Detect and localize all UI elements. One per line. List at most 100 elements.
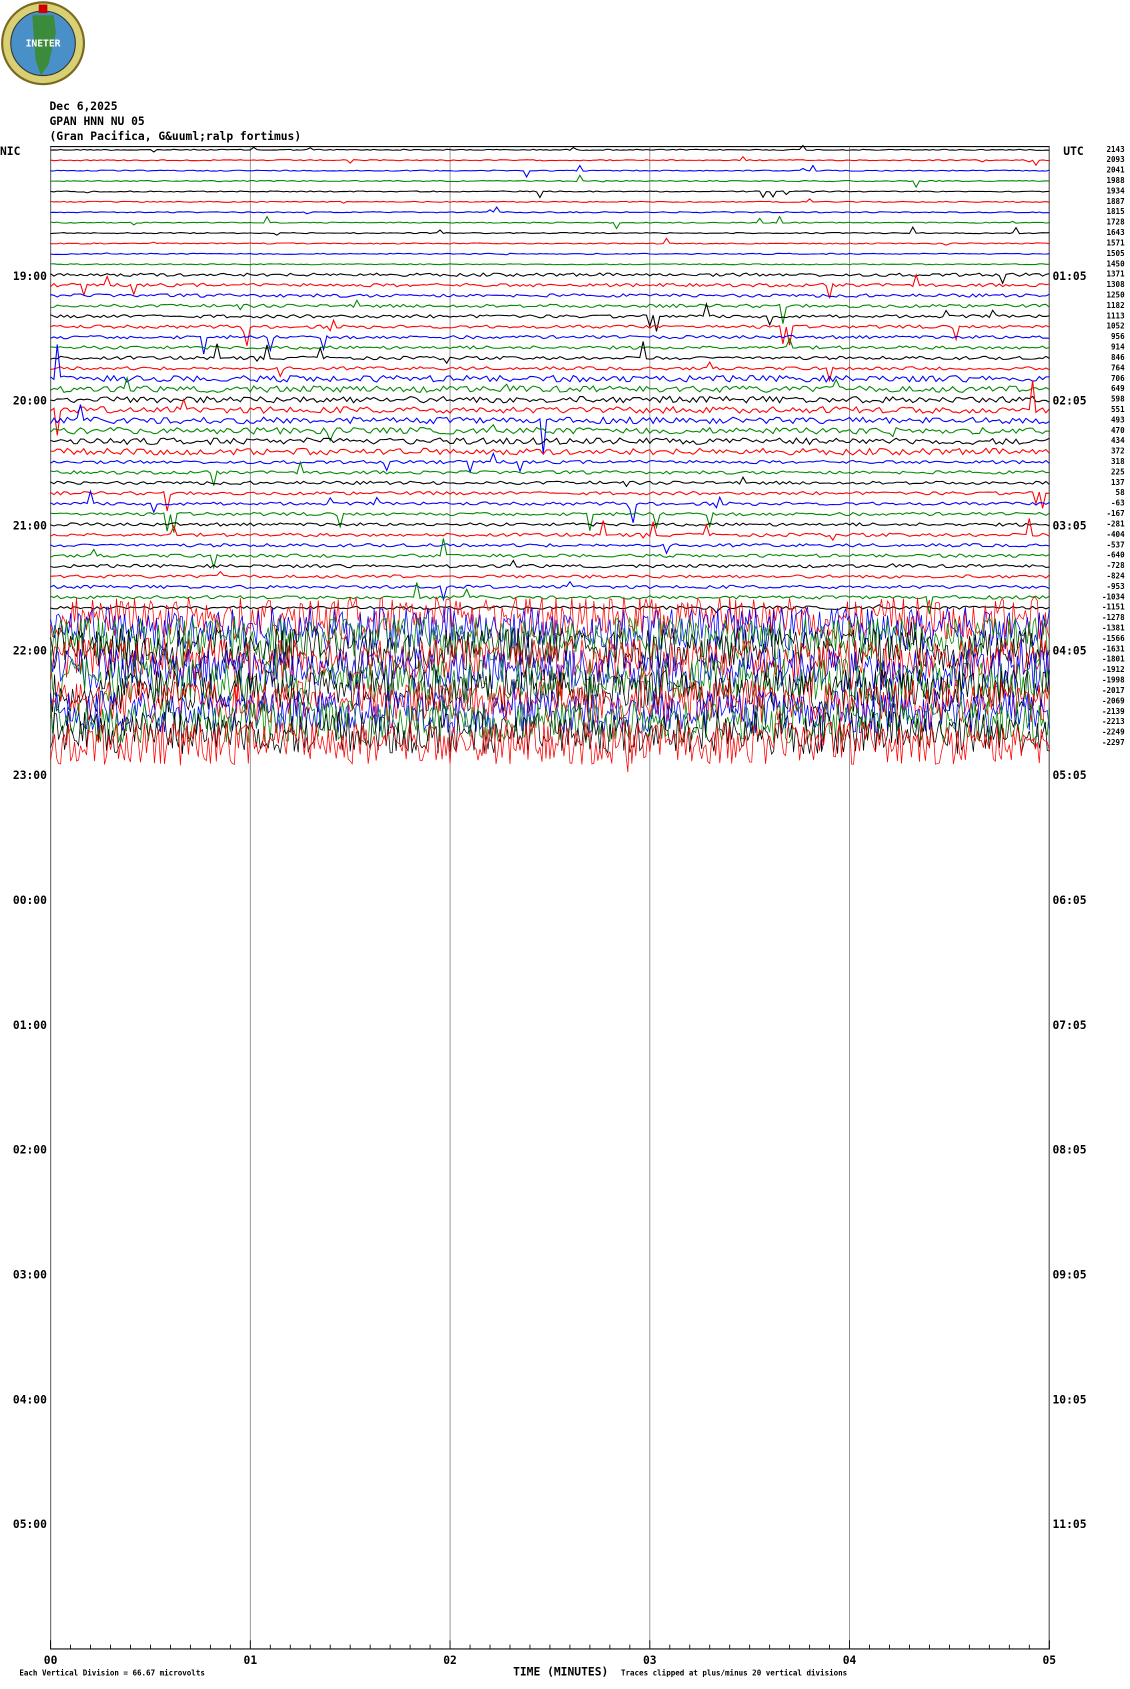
trace-label: 434	[1111, 436, 1125, 445]
trace-label: 1052	[1107, 322, 1125, 331]
trace	[50, 538, 1050, 570]
trace-label: -1034	[1102, 592, 1125, 601]
trace-label: 1250	[1107, 291, 1126, 300]
trace-label: 2143	[1107, 145, 1126, 154]
trace-label: 649	[1111, 384, 1125, 393]
utc-hour-label: 08:05	[1053, 1144, 1087, 1157]
trace-label: -2139	[1102, 707, 1125, 716]
x-tick-label: 01	[244, 1654, 258, 1667]
nic-hour-label: 05:00	[13, 1518, 47, 1531]
trace-label: 1643	[1107, 228, 1126, 237]
utc-hour-label: 01:05	[1053, 270, 1087, 283]
utc-hour-label: 05:05	[1053, 769, 1087, 782]
date: Dec 6,2025	[50, 100, 118, 113]
trace-label: 493	[1111, 415, 1125, 424]
trace-label: 58	[1116, 488, 1126, 497]
trace-label: -1278	[1102, 613, 1125, 622]
trace-label: -2297	[1102, 738, 1125, 747]
trace	[50, 404, 1050, 454]
trace-label: 846	[1111, 353, 1125, 362]
trace-label: 1815	[1107, 207, 1126, 216]
trace	[50, 621, 1050, 689]
trace-label: 598	[1111, 395, 1125, 404]
trace-label: 1988	[1107, 176, 1126, 185]
nic-hour-label: 23:00	[13, 769, 47, 782]
trace	[50, 559, 1050, 569]
trace	[50, 360, 1050, 383]
trace	[50, 144, 1050, 153]
utc-hour-label: 03:05	[1053, 519, 1087, 532]
trace-label: -537	[1107, 540, 1125, 549]
trace-label: 2041	[1107, 166, 1126, 175]
trace-label: 956	[1111, 332, 1125, 341]
nic-hour-label: 21:00	[13, 519, 47, 532]
trace-label: -1801	[1102, 655, 1125, 664]
trace	[50, 375, 1050, 394]
trace	[50, 337, 1050, 350]
x-tick-label: 00	[44, 1654, 58, 1667]
trace	[50, 299, 1050, 324]
station: GPAN HNN NU 05	[50, 115, 145, 128]
trace-label: -1631	[1102, 644, 1125, 653]
trace-label: 1728	[1107, 218, 1126, 227]
trace	[50, 344, 1050, 384]
trace-label: 1182	[1107, 301, 1125, 310]
trace	[50, 395, 1050, 404]
utc-hour-label: 02:05	[1053, 395, 1087, 408]
trace	[50, 334, 1050, 355]
trace-label: 372	[1111, 447, 1125, 456]
trace-label: -2249	[1102, 728, 1125, 737]
trace	[50, 720, 1050, 773]
trace	[50, 710, 1050, 756]
nic-hour-label: 03:00	[13, 1269, 47, 1282]
logo: INETER	[1, 1, 86, 86]
trace-label: -1912	[1102, 665, 1125, 674]
trace-label: 1887	[1107, 197, 1125, 206]
trace-label: 914	[1111, 343, 1125, 352]
trace-label: 551	[1111, 405, 1125, 414]
plot-frame	[50, 146, 1050, 1650]
trace-label: -167	[1107, 509, 1125, 518]
trace	[50, 447, 1050, 456]
trace	[50, 437, 1050, 446]
trace	[50, 272, 1050, 285]
trace-label: -1381	[1102, 624, 1125, 633]
trace-label: -1998	[1102, 676, 1125, 685]
x-tick-label: 05	[1042, 1654, 1056, 1667]
trace	[50, 596, 1050, 641]
trace	[50, 206, 1050, 215]
location: (Gran Pacifica, G&uuml;ralp fortimus)	[50, 130, 302, 143]
utc-hour-label: 09:05	[1053, 1269, 1087, 1282]
trace	[50, 476, 1050, 488]
trace	[50, 252, 1050, 256]
trace	[50, 423, 1050, 442]
nic-hour-label: 19:00	[13, 270, 47, 283]
trace-label: 137	[1111, 478, 1125, 487]
trace-label: 1571	[1107, 238, 1126, 247]
trace-label: 318	[1111, 457, 1125, 466]
utc-hour-label: 06:05	[1053, 894, 1087, 907]
nic-hour-label: 00:00	[13, 894, 47, 907]
trace	[50, 273, 1050, 299]
trace	[50, 341, 1050, 365]
nic-hour-label: 02:00	[13, 1144, 47, 1157]
x-axis-title: TIME (MINUTES)	[513, 1666, 608, 1679]
trace-label: -2069	[1102, 696, 1125, 705]
trace-label: -728	[1107, 561, 1126, 570]
trace	[50, 215, 1050, 230]
trace-label: 1371	[1107, 270, 1126, 279]
trace	[50, 570, 1050, 579]
trace	[50, 522, 1050, 527]
nic-hour-label: 20:00	[13, 395, 47, 408]
trace-label: 1308	[1107, 280, 1126, 289]
trace-label: -1566	[1102, 634, 1125, 643]
trace	[50, 604, 1050, 614]
trace-label: 764	[1111, 363, 1125, 372]
trace-label: 1505	[1107, 249, 1126, 258]
trace	[50, 293, 1050, 298]
trace-label: -404	[1107, 530, 1126, 539]
x-tick-label: 02	[443, 1654, 457, 1667]
right-axis-title: UTC	[1063, 145, 1083, 158]
x-tick-label: 03	[643, 1654, 657, 1667]
